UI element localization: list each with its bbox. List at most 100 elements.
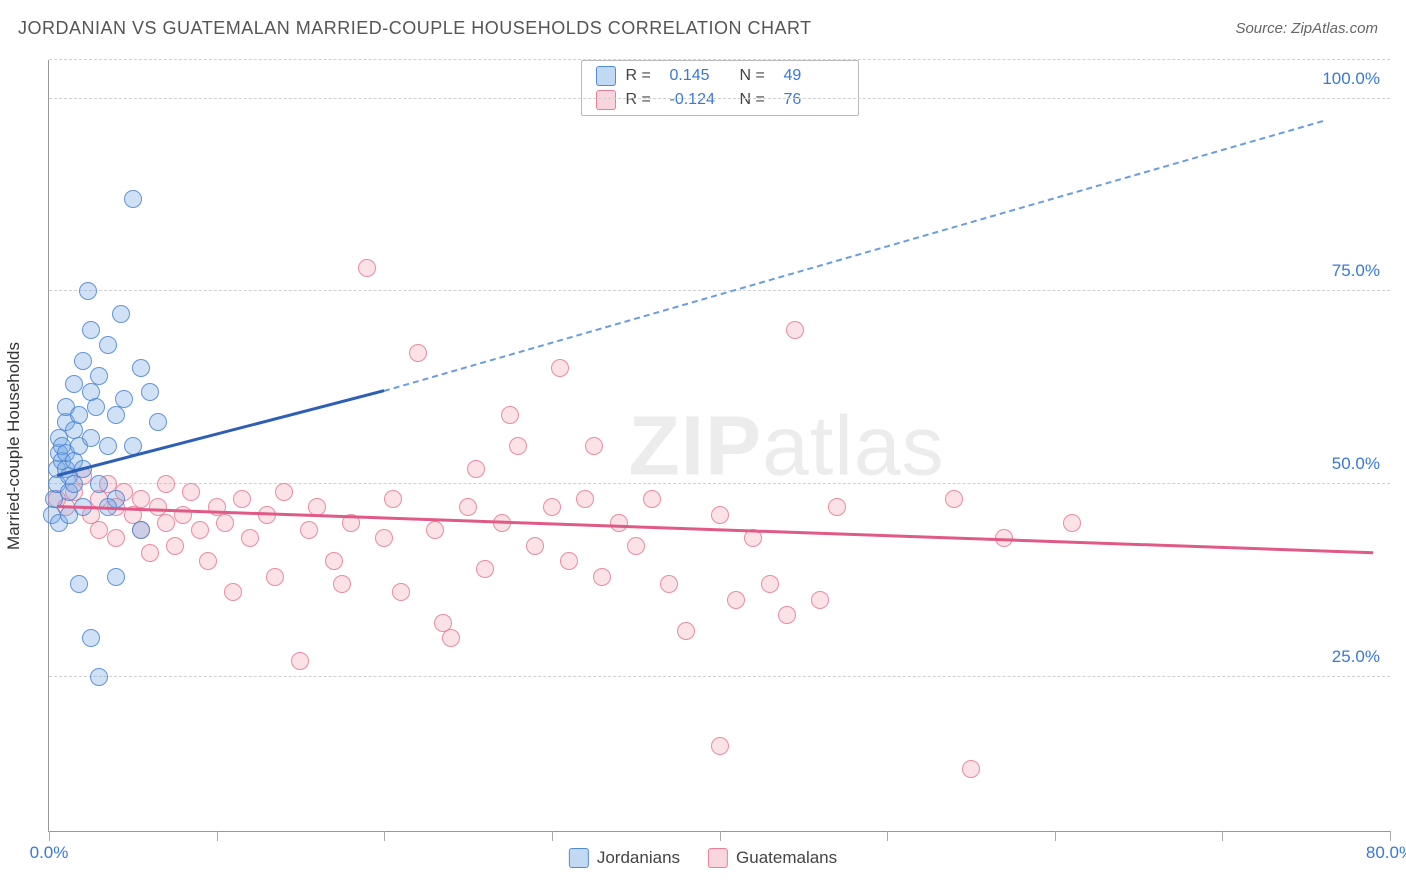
data-point	[132, 521, 150, 539]
n-label: N =	[740, 91, 774, 109]
data-point	[132, 490, 150, 508]
gridline	[49, 59, 1390, 60]
data-point	[828, 498, 846, 516]
data-point	[70, 406, 88, 424]
data-point	[141, 544, 159, 562]
data-point	[1063, 514, 1081, 532]
data-point	[945, 490, 963, 508]
data-point	[467, 460, 485, 478]
data-point	[585, 437, 603, 455]
data-point	[99, 336, 117, 354]
x-tick	[1055, 831, 1056, 841]
data-point	[224, 583, 242, 601]
data-point	[82, 429, 100, 447]
x-tick	[552, 831, 553, 841]
data-point	[90, 367, 108, 385]
data-point	[677, 622, 695, 640]
trend-line	[57, 389, 384, 476]
x-tick	[49, 831, 50, 841]
data-point	[124, 190, 142, 208]
data-point	[551, 359, 569, 377]
data-point	[786, 321, 804, 339]
data-point	[560, 552, 578, 570]
data-point	[409, 344, 427, 362]
data-point	[442, 629, 460, 647]
data-point	[166, 537, 184, 555]
data-point	[233, 490, 251, 508]
x-tick-label: 80.0%	[1366, 843, 1406, 863]
legend-series: JordaniansGuatemalans	[569, 848, 837, 868]
x-tick	[217, 831, 218, 841]
watermark: ZIPatlas	[628, 397, 944, 494]
data-point	[333, 575, 351, 593]
gridline	[49, 98, 1390, 99]
y-tick-label: 50.0%	[1332, 454, 1380, 474]
data-point	[392, 583, 410, 601]
data-point	[426, 521, 444, 539]
x-tick	[887, 831, 888, 841]
scatter-chart: ZIPatlas R =0.145N =49R =-0.124N =76 25.…	[48, 60, 1390, 832]
data-point	[157, 475, 175, 493]
chart-title: JORDANIAN VS GUATEMALAN MARRIED-COUPLE H…	[18, 18, 812, 39]
legend-swatch	[708, 848, 728, 868]
gridline	[49, 483, 1390, 484]
data-point	[660, 575, 678, 593]
r-value: -0.124	[670, 91, 730, 109]
x-tick	[1390, 831, 1391, 841]
data-point	[216, 514, 234, 532]
data-point	[643, 490, 661, 508]
data-point	[593, 568, 611, 586]
source-label: Source: ZipAtlas.com	[1235, 20, 1378, 37]
n-label: N =	[740, 67, 774, 85]
data-point	[90, 475, 108, 493]
data-point	[711, 506, 729, 524]
gridline	[49, 676, 1390, 677]
data-point	[375, 529, 393, 547]
data-point	[325, 552, 343, 570]
data-point	[526, 537, 544, 555]
data-point	[476, 560, 494, 578]
data-point	[761, 575, 779, 593]
data-point	[149, 413, 167, 431]
x-tick	[720, 831, 721, 841]
r-label: R =	[626, 91, 660, 109]
data-point	[727, 591, 745, 609]
data-point	[610, 514, 628, 532]
data-point	[87, 398, 105, 416]
data-point	[543, 498, 561, 516]
data-point	[191, 521, 209, 539]
data-point	[82, 321, 100, 339]
r-label: R =	[626, 67, 660, 85]
n-value: 76	[784, 91, 844, 109]
data-point	[199, 552, 217, 570]
data-point	[182, 483, 200, 501]
y-tick-label: 75.0%	[1332, 261, 1380, 281]
data-point	[300, 521, 318, 539]
data-point	[811, 591, 829, 609]
r-value: 0.145	[670, 67, 730, 85]
legend-label: Guatemalans	[736, 848, 837, 868]
data-point	[627, 537, 645, 555]
y-tick-label: 100.0%	[1322, 69, 1380, 89]
data-point	[112, 305, 130, 323]
data-point	[99, 437, 117, 455]
legend-stat-row: R =0.145N =49	[582, 64, 858, 88]
legend-swatch	[596, 66, 616, 86]
data-point	[266, 568, 284, 586]
legend-stat-row: R = -0.124 N = 76	[582, 88, 858, 112]
header: JORDANIAN VS GUATEMALAN MARRIED-COUPLE H…	[0, 0, 1406, 39]
legend-stats: R =0.145N =49R =-0.124N =76	[581, 60, 859, 116]
data-point	[459, 498, 477, 516]
y-tick-label: 25.0%	[1332, 647, 1380, 667]
legend-item: Guatemalans	[708, 848, 837, 868]
data-point	[962, 760, 980, 778]
data-point	[107, 529, 125, 547]
data-point	[65, 475, 83, 493]
data-point	[711, 737, 729, 755]
data-point	[107, 406, 125, 424]
data-point	[107, 568, 125, 586]
data-point	[778, 606, 796, 624]
data-point	[157, 514, 175, 532]
data-point	[65, 375, 83, 393]
gridline	[49, 290, 1390, 291]
